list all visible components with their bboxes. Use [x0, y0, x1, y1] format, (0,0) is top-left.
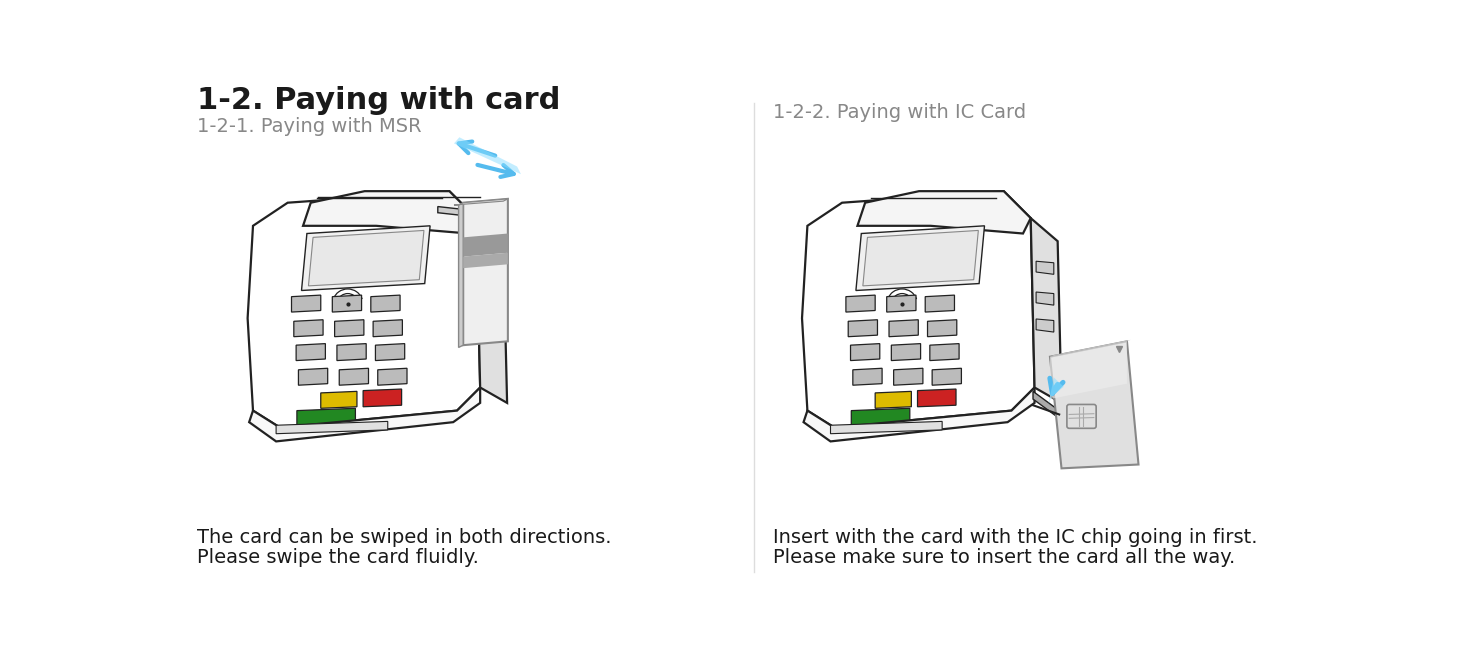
Polygon shape: [463, 233, 507, 257]
Polygon shape: [846, 295, 875, 312]
Polygon shape: [481, 319, 499, 332]
Polygon shape: [277, 421, 388, 434]
Text: Insert with the card with the IC chip going in first.: Insert with the card with the IC chip go…: [772, 528, 1258, 547]
Polygon shape: [1050, 340, 1131, 357]
Polygon shape: [374, 320, 403, 337]
Polygon shape: [477, 218, 507, 403]
Polygon shape: [303, 191, 477, 233]
Polygon shape: [875, 391, 912, 408]
FancyArrowPatch shape: [459, 142, 496, 156]
Polygon shape: [481, 261, 499, 274]
Polygon shape: [371, 295, 400, 312]
Polygon shape: [928, 320, 956, 337]
Polygon shape: [803, 387, 1034, 442]
Polygon shape: [459, 203, 463, 347]
Polygon shape: [463, 253, 507, 268]
Polygon shape: [918, 389, 956, 407]
Polygon shape: [438, 207, 472, 217]
Polygon shape: [1033, 391, 1059, 418]
Polygon shape: [463, 199, 507, 345]
Polygon shape: [321, 391, 357, 408]
Polygon shape: [481, 292, 499, 305]
Polygon shape: [1036, 319, 1053, 332]
Polygon shape: [1036, 292, 1053, 305]
Text: 1-2. Paying with card: 1-2. Paying with card: [197, 86, 560, 116]
Text: Please swipe the card fluidly.: Please swipe the card fluidly.: [197, 548, 478, 567]
Polygon shape: [332, 295, 362, 312]
Polygon shape: [887, 295, 916, 312]
Polygon shape: [863, 230, 978, 286]
Text: The card can be swiped in both directions.: The card can be swiped in both direction…: [197, 528, 612, 547]
Polygon shape: [340, 368, 369, 385]
Polygon shape: [850, 344, 880, 361]
Polygon shape: [296, 344, 325, 361]
Text: Please make sure to insert the card all the way.: Please make sure to insert the card all …: [772, 548, 1236, 567]
Polygon shape: [455, 137, 521, 174]
Polygon shape: [849, 320, 878, 337]
FancyArrowPatch shape: [478, 165, 513, 177]
Polygon shape: [309, 230, 424, 286]
Polygon shape: [1036, 261, 1053, 274]
Polygon shape: [802, 191, 1034, 427]
Polygon shape: [853, 368, 883, 385]
Polygon shape: [334, 320, 363, 337]
Polygon shape: [1050, 341, 1139, 468]
Text: 1-2-2. Paying with IC Card: 1-2-2. Paying with IC Card: [772, 104, 1025, 122]
Polygon shape: [1049, 377, 1064, 405]
Polygon shape: [1031, 218, 1062, 403]
Polygon shape: [302, 226, 430, 290]
Polygon shape: [294, 320, 324, 337]
Polygon shape: [831, 421, 941, 434]
Polygon shape: [291, 295, 321, 312]
Polygon shape: [856, 226, 984, 290]
Polygon shape: [363, 389, 402, 407]
Polygon shape: [249, 387, 480, 442]
Polygon shape: [894, 368, 922, 385]
Polygon shape: [297, 408, 356, 426]
Text: 1-2-1. Paying with MSR: 1-2-1. Paying with MSR: [197, 117, 421, 136]
Polygon shape: [455, 199, 507, 205]
FancyBboxPatch shape: [1066, 405, 1096, 428]
Polygon shape: [888, 320, 918, 337]
Polygon shape: [378, 368, 407, 385]
Polygon shape: [930, 344, 959, 361]
Polygon shape: [1050, 341, 1127, 399]
Polygon shape: [891, 344, 921, 361]
Polygon shape: [337, 344, 366, 361]
Polygon shape: [299, 368, 328, 385]
Polygon shape: [858, 191, 1031, 233]
Polygon shape: [247, 191, 480, 427]
FancyArrowPatch shape: [1050, 378, 1064, 393]
Polygon shape: [925, 295, 955, 312]
Polygon shape: [852, 408, 909, 426]
Polygon shape: [375, 344, 405, 361]
Polygon shape: [933, 368, 962, 385]
